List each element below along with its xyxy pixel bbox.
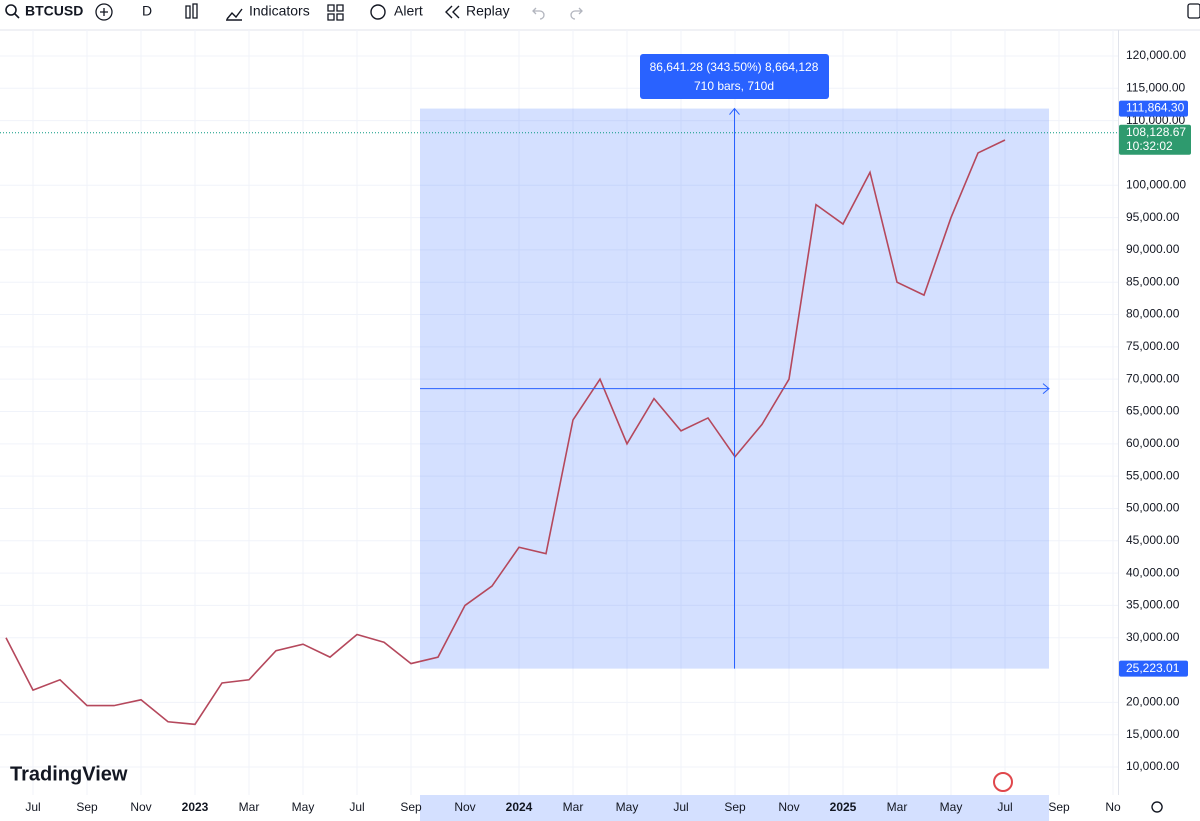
price-axis: 10,000.00 15,000.00 20,000.00 30,000.00 35,0… [1118, 30, 1191, 795]
price-marker-label: 111,864.30 [1126, 101, 1185, 115]
measure-tooltip-text: 710 bars, 710d [694, 79, 774, 93]
y-tick-label: 90,000.00 [1126, 242, 1180, 256]
events-icon[interactable] [993, 772, 1013, 792]
y-tick-label: 15,000.00 [1126, 727, 1180, 741]
price-marker-label: 25,223.01 [1126, 661, 1180, 675]
panel-toggle[interactable] [1187, 3, 1200, 19]
countdown: 10:32:02 [1126, 139, 1173, 153]
x-tick-label: Nov [130, 800, 151, 814]
y-tick-label: 95,000.00 [1126, 210, 1180, 224]
y-tick-label: 35,000.00 [1126, 598, 1180, 612]
y-tick-label: 20,000.00 [1126, 695, 1180, 709]
x-tick-label: Sep [724, 800, 746, 814]
search-icon[interactable] [5, 4, 17, 16]
y-tick-label: 120,000.00 [1126, 48, 1186, 62]
y-tick-label: 115,000.00 [1126, 80, 1185, 94]
y-tick-label: 55,000.00 [1126, 468, 1180, 482]
x-tick-label: May [616, 800, 639, 814]
x-tick-label: 2023 [182, 800, 209, 814]
y-tick-label: 60,000.00 [1126, 436, 1180, 450]
plot: 86,641.28 (343.50%) 8,664,128 710 bars, 7… [0, 54, 1121, 821]
chart-type[interactable] [185, 3, 198, 19]
alert-icon[interactable] [370, 4, 386, 20]
undo[interactable] [532, 7, 545, 20]
x-tick-label: Nov [778, 800, 799, 814]
interval[interactable]: D [142, 3, 152, 19]
layouts[interactable] [327, 4, 344, 21]
x-tick-label: May [940, 800, 963, 814]
settings-icon[interactable] [1151, 801, 1163, 813]
replay[interactable]: Replay [466, 3, 510, 19]
x-tick-label: Sep [400, 800, 422, 814]
x-tick-label: Jul [349, 800, 364, 814]
search-icon [14, 13, 20, 19]
x-tick-label: Sep [1048, 800, 1070, 814]
symbol[interactable]: BTCUSD [25, 3, 83, 19]
x-tick-label: Jul [25, 800, 40, 814]
x-tick-label: May [292, 800, 315, 814]
x-tick-label: Sep [76, 800, 98, 814]
y-tick-label: 30,000.00 [1126, 630, 1180, 644]
y-tick-label: 50,000.00 [1126, 501, 1180, 515]
x-tick-label: No [1105, 800, 1121, 814]
time-range-highlight [420, 795, 1049, 821]
y-tick-label: 75,000.00 [1126, 339, 1180, 353]
x-tick-label: 2024 [506, 800, 533, 814]
logo: TradingView [10, 763, 128, 785]
x-tick-label: Nov [454, 800, 475, 814]
last-price-label: 108,128.67 [1126, 125, 1186, 139]
indicators[interactable]: Indicators [249, 3, 310, 19]
y-tick-label: 80,000.00 [1126, 307, 1180, 321]
add-symbol[interactable] [95, 3, 113, 21]
measure-tooltip [640, 54, 829, 99]
add-symbol [100, 8, 108, 16]
redo[interactable] [570, 7, 583, 20]
y-tick-label: 65,000.00 [1126, 404, 1180, 418]
x-tick-label: Mar [887, 800, 908, 814]
last-price-marker [1119, 124, 1191, 155]
price-marker [1119, 660, 1188, 677]
y-tick-label: 10,000.00 [1126, 759, 1180, 773]
x-tick-label: Jul [997, 800, 1012, 814]
x-tick-label: Jul [673, 800, 688, 814]
y-tick-label: 100,000.00 [1126, 177, 1186, 191]
replay-icon[interactable] [445, 5, 460, 19]
price-line [5, 139, 1006, 726]
y-tick-label: 45,000.00 [1126, 533, 1180, 547]
indicators-icon[interactable] [226, 8, 243, 21]
x-tick-label: Mar [563, 800, 584, 814]
axis-divider [1118, 30, 1119, 795]
x-tick-label: 2025 [830, 800, 857, 814]
y-tick-label: 85,000.00 [1126, 274, 1180, 288]
measure-arrow [729, 107, 740, 669]
y-tick-label: 40,000.00 [1126, 565, 1180, 579]
price-marker [1119, 100, 1188, 117]
grid [0, 30, 1118, 795]
x-tick-label: Mar [239, 800, 260, 814]
alert[interactable]: Alert [394, 3, 423, 19]
measure-tooltip-text: 86,641.28 (343.50%) 8,664,128 [650, 60, 819, 74]
y-tick-label: 70,000.00 [1126, 371, 1180, 385]
toolbar: BTCUSD D Indicators Alert Replay [5, 3, 1200, 21]
